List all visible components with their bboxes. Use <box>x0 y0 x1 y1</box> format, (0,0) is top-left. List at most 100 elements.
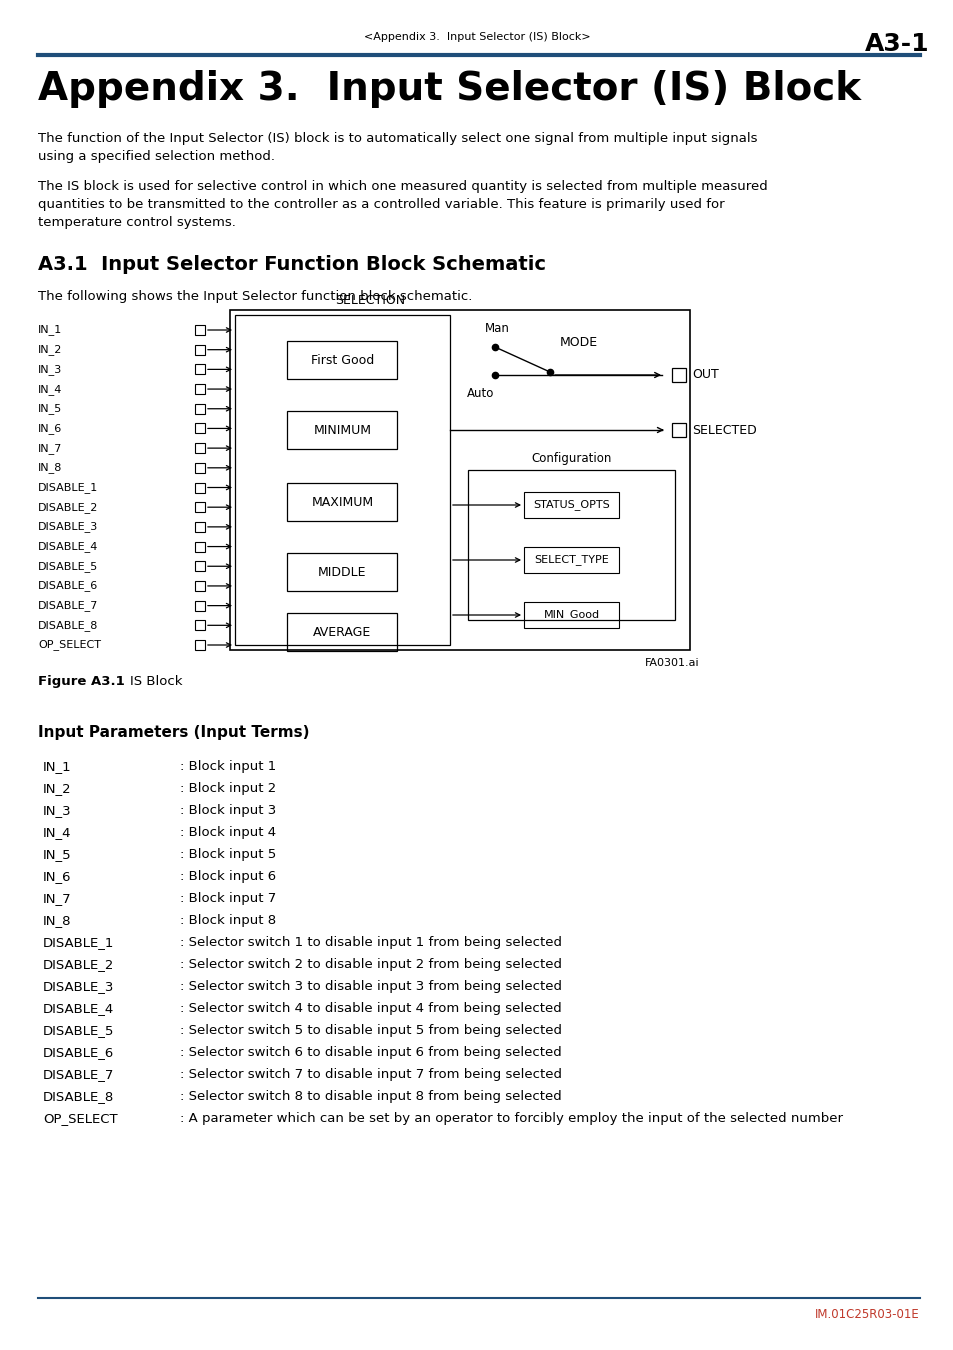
Bar <box>287 483 397 521</box>
Text: MIN_Good: MIN_Good <box>543 610 598 621</box>
Text: DISABLE_8: DISABLE_8 <box>43 1089 114 1103</box>
Text: IN_1: IN_1 <box>38 324 62 335</box>
Text: IN_3: IN_3 <box>43 805 71 817</box>
Bar <box>523 547 618 572</box>
Text: IN_5: IN_5 <box>38 404 62 414</box>
Bar <box>194 364 205 374</box>
Bar <box>194 640 205 649</box>
Text: STATUS_OPTS: STATUS_OPTS <box>533 500 609 510</box>
Text: A3.1  Input Selector Function Block Schematic: A3.1 Input Selector Function Block Schem… <box>38 255 545 274</box>
Text: IN_7: IN_7 <box>43 892 71 904</box>
Bar <box>194 424 205 433</box>
Text: DISABLE_6: DISABLE_6 <box>43 1046 114 1058</box>
Text: : Selector switch 2 to disable input 2 from being selected: : Selector switch 2 to disable input 2 f… <box>180 958 561 971</box>
Text: DISABLE_3: DISABLE_3 <box>38 521 98 532</box>
Bar <box>671 369 685 382</box>
Bar <box>287 554 397 591</box>
Text: MIDDLE: MIDDLE <box>318 566 366 579</box>
Bar <box>287 410 397 450</box>
Text: Appendix 3.  Input Selector (IS) Block: Appendix 3. Input Selector (IS) Block <box>38 70 861 108</box>
Bar <box>194 580 205 591</box>
Text: : Selector switch 1 to disable input 1 from being selected: : Selector switch 1 to disable input 1 f… <box>180 936 561 949</box>
Bar <box>194 601 205 610</box>
Text: SELECT_TYPE: SELECT_TYPE <box>534 555 608 566</box>
Text: OUT: OUT <box>691 369 718 382</box>
Text: IN_2: IN_2 <box>43 782 71 795</box>
Text: : Selector switch 6 to disable input 6 from being selected: : Selector switch 6 to disable input 6 f… <box>180 1046 561 1058</box>
Text: <Appendix 3.  Input Selector (IS) Block>: <Appendix 3. Input Selector (IS) Block> <box>363 32 590 42</box>
Bar <box>523 602 618 628</box>
Text: IN_1: IN_1 <box>43 760 71 774</box>
Text: : Block input 7: : Block input 7 <box>180 892 276 904</box>
Text: DISABLE_7: DISABLE_7 <box>38 601 98 612</box>
Text: : Block input 3: : Block input 3 <box>180 805 276 817</box>
Text: DISABLE_1: DISABLE_1 <box>38 482 98 493</box>
Bar <box>194 463 205 472</box>
Text: DISABLE_8: DISABLE_8 <box>38 620 98 630</box>
Text: Input Parameters (Input Terms): Input Parameters (Input Terms) <box>38 725 309 740</box>
Bar <box>194 502 205 512</box>
Bar <box>194 541 205 552</box>
Text: DISABLE_2: DISABLE_2 <box>38 502 98 513</box>
Text: The following shows the Input Selector function block schematic.: The following shows the Input Selector f… <box>38 290 472 302</box>
Text: DISABLE_5: DISABLE_5 <box>38 560 98 571</box>
Bar <box>468 470 675 620</box>
Text: : Block input 4: : Block input 4 <box>180 826 275 838</box>
Text: DISABLE_3: DISABLE_3 <box>43 980 114 994</box>
Text: The function of the Input Selector (IS) block is to automatically select one sig: The function of the Input Selector (IS) … <box>38 132 757 163</box>
Bar <box>671 423 685 437</box>
Bar <box>523 491 618 518</box>
Text: OP_SELECT: OP_SELECT <box>38 640 101 651</box>
Text: IN_5: IN_5 <box>43 848 71 861</box>
Bar <box>287 613 397 651</box>
Bar <box>194 620 205 630</box>
Text: IN_4: IN_4 <box>43 826 71 838</box>
Text: MODE: MODE <box>559 336 598 348</box>
Text: : Selector switch 5 to disable input 5 from being selected: : Selector switch 5 to disable input 5 f… <box>180 1025 561 1037</box>
Text: First Good: First Good <box>311 354 374 366</box>
Text: OP_SELECT: OP_SELECT <box>43 1112 117 1125</box>
Text: Auto: Auto <box>467 387 494 400</box>
Text: IN_6: IN_6 <box>43 869 71 883</box>
Text: : Block input 5: : Block input 5 <box>180 848 276 861</box>
Text: : Selector switch 4 to disable input 4 from being selected: : Selector switch 4 to disable input 4 f… <box>180 1002 561 1015</box>
Bar <box>194 325 205 335</box>
Text: IN_2: IN_2 <box>38 344 62 355</box>
Bar <box>194 443 205 454</box>
Text: IN_4: IN_4 <box>38 383 62 394</box>
Bar <box>287 342 397 379</box>
Bar <box>234 315 450 645</box>
Bar <box>194 404 205 413</box>
Text: MAXIMUM: MAXIMUM <box>311 495 374 509</box>
Text: DISABLE_4: DISABLE_4 <box>43 1002 114 1015</box>
Text: DISABLE_5: DISABLE_5 <box>43 1025 114 1037</box>
Bar <box>194 383 205 394</box>
Text: IN_7: IN_7 <box>38 443 62 454</box>
Text: SELECTED: SELECTED <box>691 424 756 436</box>
Text: MINIMUM: MINIMUM <box>314 424 371 436</box>
Text: : Selector switch 7 to disable input 7 from being selected: : Selector switch 7 to disable input 7 f… <box>180 1068 561 1081</box>
Text: : Block input 8: : Block input 8 <box>180 914 275 927</box>
Text: DISABLE_6: DISABLE_6 <box>38 580 98 591</box>
Text: FA0301.ai: FA0301.ai <box>644 657 700 668</box>
Text: : Block input 1: : Block input 1 <box>180 760 276 774</box>
Text: : Block input 2: : Block input 2 <box>180 782 276 795</box>
Bar <box>230 310 689 649</box>
Text: SELECTION: SELECTION <box>335 294 405 306</box>
Text: IM.01C25R03-01E: IM.01C25R03-01E <box>815 1308 919 1322</box>
Bar <box>194 562 205 571</box>
Text: DISABLE_2: DISABLE_2 <box>43 958 114 971</box>
Text: : Selector switch 8 to disable input 8 from being selected: : Selector switch 8 to disable input 8 f… <box>180 1089 561 1103</box>
Text: IN_8: IN_8 <box>43 914 71 927</box>
Text: Configuration: Configuration <box>531 452 611 464</box>
Text: The IS block is used for selective control in which one measured quantity is sel: The IS block is used for selective contr… <box>38 180 767 230</box>
Text: Figure A3.1: Figure A3.1 <box>38 675 125 688</box>
Text: DISABLE_1: DISABLE_1 <box>43 936 114 949</box>
Text: A3-1: A3-1 <box>864 32 929 55</box>
Text: IN_6: IN_6 <box>38 423 62 433</box>
Text: AVERAGE: AVERAGE <box>313 625 372 639</box>
Text: IS Block: IS Block <box>130 675 182 688</box>
Text: DISABLE_4: DISABLE_4 <box>38 541 98 552</box>
Text: : Selector switch 3 to disable input 3 from being selected: : Selector switch 3 to disable input 3 f… <box>180 980 561 994</box>
Text: DISABLE_7: DISABLE_7 <box>43 1068 114 1081</box>
